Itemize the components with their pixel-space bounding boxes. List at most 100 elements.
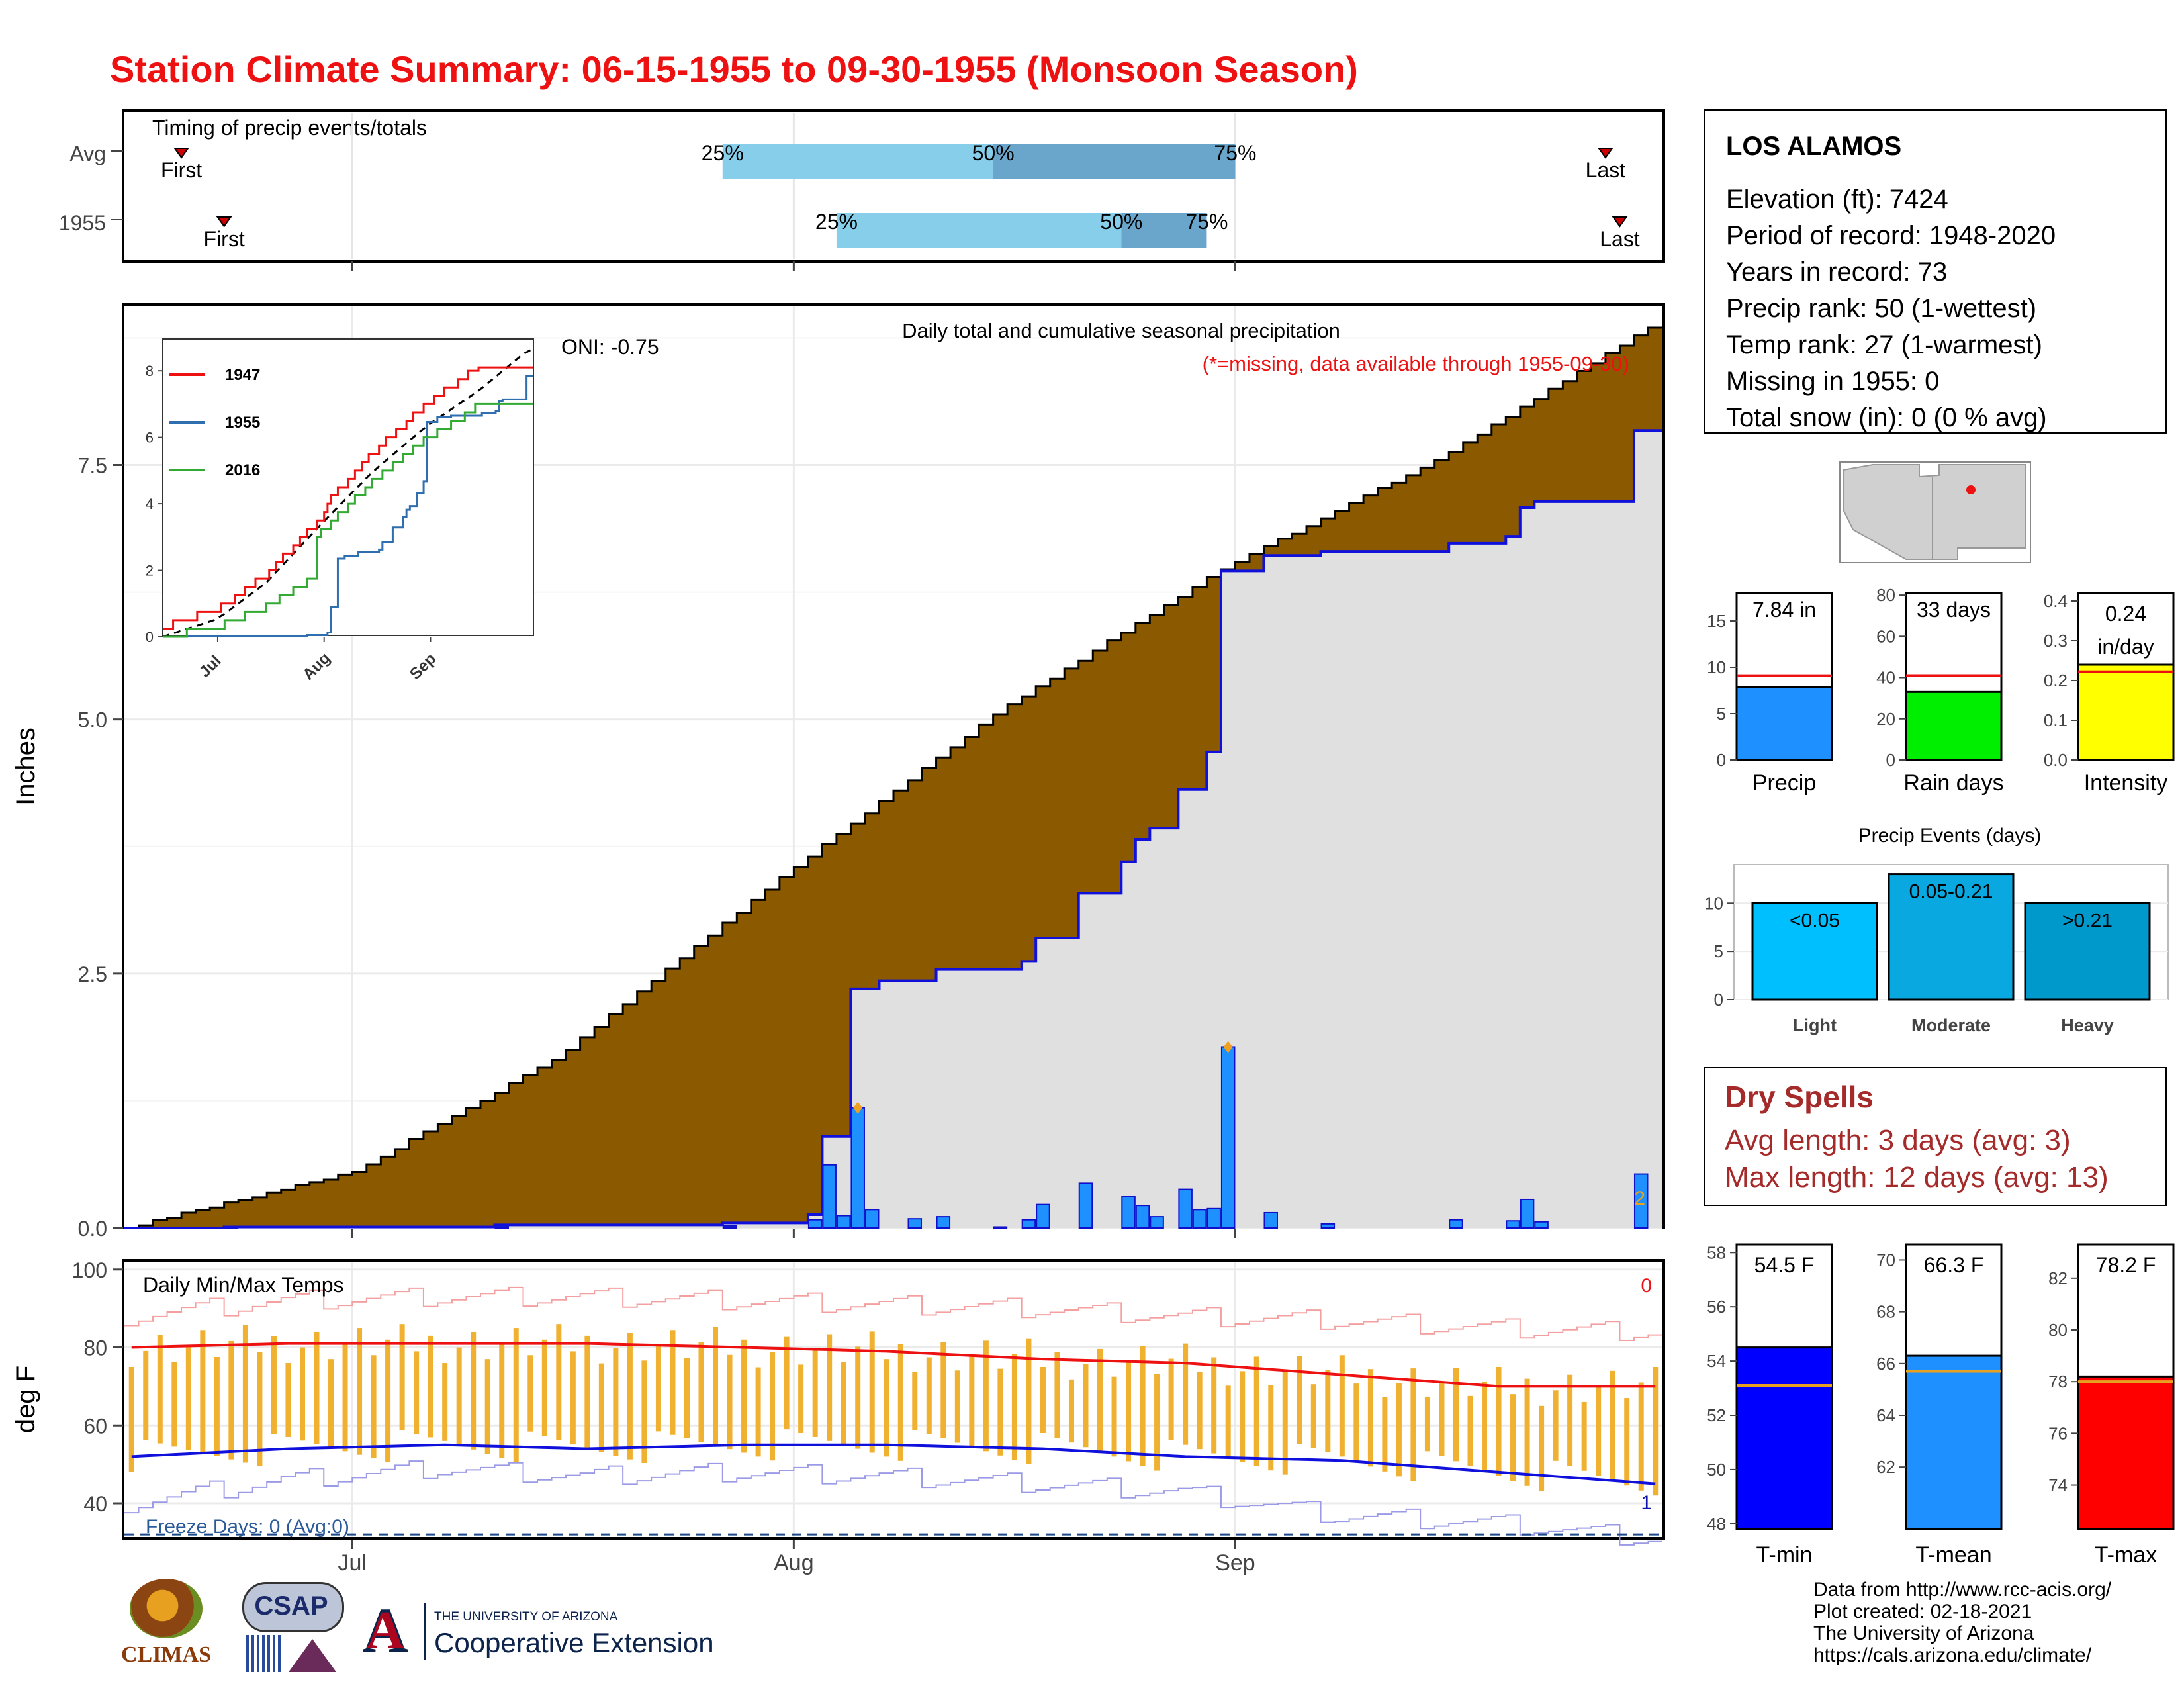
daily-temp-range-bar — [1510, 1394, 1516, 1481]
event-bar-value: <0.05 — [1790, 910, 1840, 931]
daily-temp-range-bar — [784, 1336, 790, 1430]
summary-bar — [1905, 690, 2003, 761]
credits: Data from http://www.rcc-acis.org/ Plot … — [1813, 1579, 2111, 1666]
daily-temp-range-bar — [171, 1362, 177, 1447]
daily-temp-range-bar — [1367, 1369, 1373, 1467]
precip-note-title: Daily total and cumulative seasonal prec… — [902, 319, 1340, 342]
summary-bar — [1735, 686, 1833, 761]
daily-temp-range-bar — [257, 1352, 263, 1466]
climas-logo: CLIMAS — [110, 1579, 222, 1678]
daily-temp-range-bar — [713, 1327, 719, 1446]
summary-bar-ytick-label: 0 — [1886, 750, 1895, 770]
event-bar — [2024, 902, 2151, 1001]
temp-summary-ytick-label: 68 — [1876, 1302, 1895, 1322]
daily-temp-range-bar — [242, 1325, 248, 1463]
temp-summary-ytick-label: 82 — [2048, 1268, 2068, 1288]
daily-temp-range-bar — [1439, 1382, 1445, 1456]
daily-precip-bar — [1449, 1219, 1463, 1229]
summary-bar-label: Rain days — [1903, 771, 2003, 796]
daily-temp-range-bar — [1596, 1386, 1602, 1476]
daily-temp-range-bar — [954, 1370, 960, 1443]
temp-summary-value: 66.3 F — [1924, 1253, 1984, 1277]
daily-temp-range-bar — [812, 1349, 818, 1437]
daily-temp-range-bar — [200, 1330, 206, 1454]
daily-precip-bar — [1220, 1046, 1236, 1229]
summary-bar-ytick-label: 80 — [1876, 585, 1895, 605]
daily-temp-range-bar — [1539, 1405, 1545, 1491]
daily-temp-range-bar — [185, 1346, 191, 1450]
temps-label: Daily Min/Max Temps — [143, 1273, 343, 1297]
avg-tmax-line — [131, 1342, 1656, 1388]
daily-temp-range-bar — [1126, 1361, 1132, 1462]
temp-summary-ytick-label: 50 — [1707, 1460, 1726, 1479]
last-event-label: Last — [1600, 227, 1640, 251]
daily-temp-range-bar — [1111, 1376, 1117, 1457]
temp-summary-ytick-label: 48 — [1707, 1514, 1726, 1534]
daily-temp-range-bar — [897, 1344, 903, 1461]
event-bar-label: Heavy — [2061, 1015, 2114, 1035]
daily-temp-range-bar — [1310, 1384, 1316, 1448]
summary-bar-label: Precip — [1752, 771, 1816, 796]
timing-row-label-avg: Avg — [69, 142, 106, 165]
timing-p75-label: 75% — [1185, 210, 1228, 234]
observed-cumulative-line — [124, 429, 1662, 1229]
temp-summary-bar — [1735, 1346, 1833, 1530]
daily-temp-range-bar — [1653, 1366, 1659, 1496]
daily-temp-range-bar — [1382, 1397, 1388, 1472]
credit-line: Plot created: 02-18-2021 — [1813, 1601, 2032, 1622]
precip-events-panel: Precip Events (days) 0 5 10 <0.05 Light 0.05-… — [1704, 825, 2169, 1035]
summary-bar-value-unit: in/day — [2097, 635, 2154, 659]
daily-temp-range-bar — [471, 1331, 477, 1450]
daily-temp-range-bar — [513, 1328, 519, 1463]
daily-temp-range-bar — [940, 1342, 946, 1439]
daily-temp-range-bar — [342, 1343, 348, 1452]
first-event-label: First — [204, 227, 245, 251]
daily-temp-range-bar — [1339, 1355, 1345, 1457]
precip-ytick-label: 7.5 — [78, 454, 107, 478]
events-ytick-label: 10 — [1704, 893, 1723, 913]
daily-precip-bar — [1078, 1182, 1093, 1229]
station-marker-icon — [1966, 485, 1976, 494]
inset-ytick-label: 8 — [146, 363, 154, 379]
station-precip-rank: Precip rank: 50 (1-wettest) — [1726, 294, 2037, 323]
daily-temp-range-bar — [641, 1360, 647, 1463]
event-bar — [1751, 902, 1878, 1001]
daily-temp-range-bar — [1638, 1382, 1644, 1491]
inset-average-line — [162, 348, 534, 638]
daily-precip-bar — [993, 1226, 1008, 1229]
temp-summary-ytick-label: 64 — [1876, 1405, 1895, 1425]
daily-temp-range-bar — [1453, 1368, 1459, 1462]
daily-temp-range-bar — [157, 1335, 163, 1444]
precip-ylabel: Inches — [11, 727, 40, 806]
temp-summary-ytick-label: 62 — [1876, 1457, 1895, 1477]
daily-precip-bar — [1135, 1205, 1150, 1229]
summary-bar-ytick-label: 15 — [1707, 611, 1726, 631]
summary-bar-ytick-label: 10 — [1707, 657, 1726, 677]
daily-temp-range-bar — [1240, 1371, 1246, 1462]
temp-summary-value: 54.5 F — [1754, 1253, 1815, 1277]
temp-summary-label: T-min — [1756, 1542, 1813, 1568]
daily-precip-bar — [822, 1164, 837, 1229]
daily-temp-range-bar — [214, 1356, 220, 1456]
credit-line: The University of Arizona — [1813, 1622, 2034, 1644]
timing-bar-q25-q50 — [836, 213, 1122, 248]
daily-temp-range-bar — [1168, 1358, 1174, 1440]
event-bar-label: Moderate — [1911, 1015, 1991, 1035]
daily-temp-range-bar — [1083, 1364, 1089, 1448]
location-map — [1839, 461, 2031, 563]
daily-temp-range-bar — [983, 1340, 989, 1452]
daily-temp-range-bar — [399, 1324, 405, 1430]
csap-logo-text: CSAP — [254, 1591, 328, 1620]
daily-temp-range-bar — [613, 1348, 619, 1456]
daily-temp-range-bar — [1140, 1346, 1146, 1466]
daily-temp-range-bar — [1183, 1343, 1189, 1445]
daily-precip-bar — [836, 1215, 851, 1229]
avg-tmin-line — [131, 1443, 1656, 1485]
daily-temp-range-bar — [499, 1343, 505, 1458]
station-snow: Total snow (in): 0 (0 % avg) — [1726, 403, 2047, 432]
station-period: Period of record: 1948-2020 — [1726, 221, 2056, 250]
daily-precip-bar — [907, 1218, 923, 1229]
daily-precip-bar — [1534, 1221, 1549, 1229]
temp-summary-bar — [2077, 1375, 2175, 1530]
